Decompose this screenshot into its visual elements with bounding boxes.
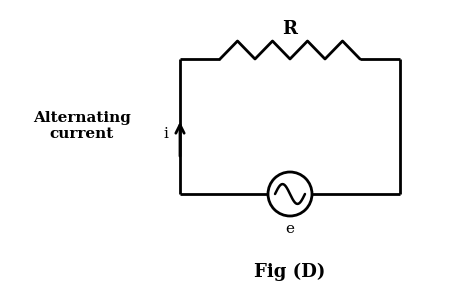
Text: e: e	[285, 222, 294, 236]
Text: R: R	[283, 20, 298, 38]
Text: Fig (D): Fig (D)	[255, 263, 326, 281]
Text: Alternating
current: Alternating current	[33, 111, 131, 141]
Text: i: i	[163, 127, 168, 141]
